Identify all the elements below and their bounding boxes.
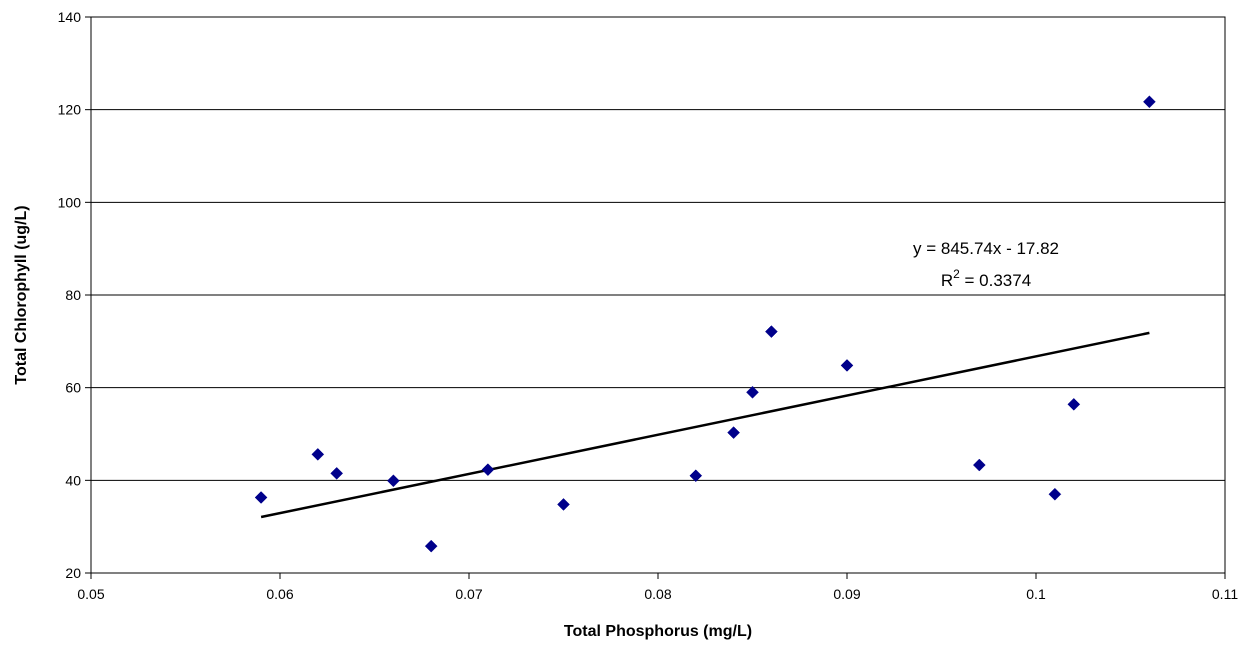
gridlines	[91, 109, 1225, 481]
x-tick-label: 0.05	[77, 586, 104, 602]
data-point	[689, 469, 703, 483]
data-point	[254, 491, 268, 504]
y-tick-label: 20	[65, 565, 81, 581]
x-axis-ticks: 0.05 0.06 0.07 0.08 0.09 0.1 0.11	[77, 573, 1238, 602]
y-tick-label: 40	[65, 472, 81, 488]
x-tick-label: 0.06	[266, 586, 293, 602]
data-point	[424, 539, 438, 553]
y-tick-label: 140	[58, 9, 82, 25]
data-point	[1143, 95, 1156, 109]
x-axis-title: Total Phosphorus (mg/L)	[564, 623, 752, 640]
x-tick-label: 0.1	[1026, 586, 1046, 602]
y-axis-title: Total Chlorophyll (ug/L)	[13, 205, 30, 384]
trendline-r-squared: R2 = 0.3374	[941, 267, 1031, 290]
y-tick-label: 120	[58, 102, 82, 118]
data-points	[254, 95, 1156, 553]
data-point	[727, 426, 740, 439]
data-point	[311, 448, 325, 461]
r-squared-exponent: 2	[953, 267, 960, 281]
x-tick-label: 0.07	[455, 586, 482, 602]
r-squared-prefix: R	[941, 271, 953, 290]
trendline-equation: y = 845.74x - 17.82	[913, 239, 1059, 258]
data-point	[972, 458, 986, 472]
y-tick-label: 80	[65, 287, 81, 303]
data-point	[481, 463, 495, 477]
y-tick-label: 100	[58, 194, 82, 210]
data-point	[387, 474, 400, 488]
data-point	[1067, 397, 1081, 411]
x-tick-label: 0.11	[1212, 586, 1238, 602]
data-point	[330, 467, 344, 480]
y-tick-label: 60	[65, 380, 81, 396]
r-squared-value: = 0.3374	[960, 271, 1031, 290]
data-point	[1048, 487, 1062, 501]
data-point	[765, 325, 778, 338]
data-point	[840, 359, 854, 372]
x-tick-label: 0.08	[644, 586, 671, 602]
data-point	[746, 385, 759, 399]
y-axis-ticks: 20 40 60 80 100 120 140	[58, 9, 91, 581]
data-point	[557, 498, 570, 511]
x-tick-label: 0.09	[833, 586, 860, 602]
trendline	[260, 331, 1150, 519]
